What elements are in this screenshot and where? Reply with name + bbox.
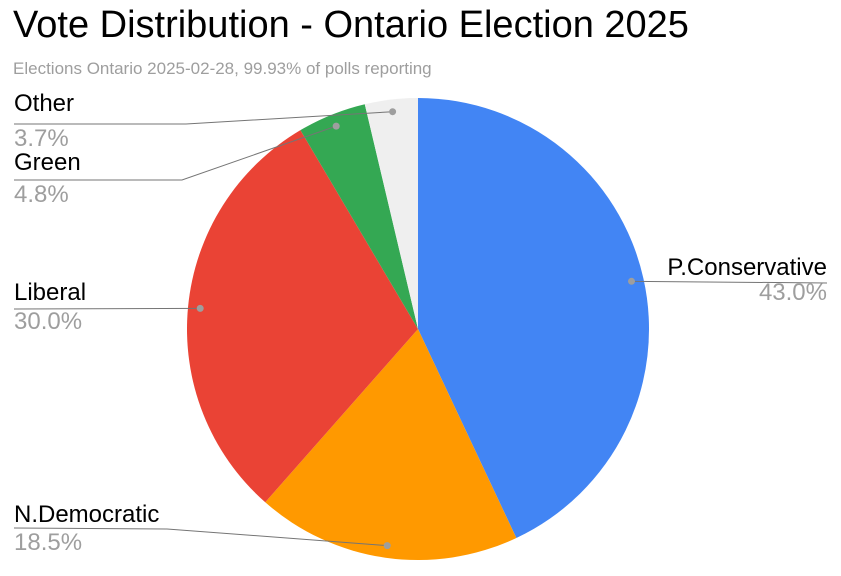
- pie-slice-green[interactable]: [300, 104, 418, 330]
- pie-slice-p-conservative[interactable]: [418, 98, 650, 539]
- chart-subtitle: Elections Ontario 2025-02-28, 99.93% of …: [13, 59, 432, 78]
- leader-line-p-conservative: [631, 280, 828, 284]
- slice-label-green: Green: [14, 149, 81, 176]
- slice-percent-pconservative: 43.0%: [758, 279, 827, 306]
- chart-title: Vote Distribution - Ontario Election 202…: [13, 4, 689, 46]
- leader-dot-other: [389, 108, 397, 116]
- pie-slice-liberal[interactable]: [186, 130, 418, 503]
- leader-line-green: [14, 125, 337, 181]
- slice-percent-liberal: 30.0%: [14, 308, 83, 335]
- leader-dot-liberal: [196, 304, 204, 312]
- pie-slice-n-democratic[interactable]: [265, 329, 517, 561]
- slice-label-pconservative: P.Conservative: [667, 254, 827, 281]
- leader-line-liberal: [13, 307, 201, 310]
- slice-label-ndemocratic: N.Democratic: [14, 501, 160, 528]
- pie-slice-other[interactable]: [364, 97, 418, 329]
- slice-percent-ndemocratic: 18.5%: [14, 529, 83, 556]
- leader-dot-p-conservative: [628, 277, 635, 285]
- slice-percent-green: 4.8%: [14, 181, 69, 208]
- slice-label-liberal: Liberal: [14, 279, 87, 306]
- slice-label-other: Other: [14, 90, 75, 117]
- slice-percent-other: 3.7%: [14, 125, 69, 152]
- leader-line-other: [14, 111, 393, 125]
- leader-dot-n-democratic: [383, 542, 391, 550]
- leader-dot-green: [332, 122, 340, 130]
- leader-line-n-democratic: [13, 527, 388, 547]
